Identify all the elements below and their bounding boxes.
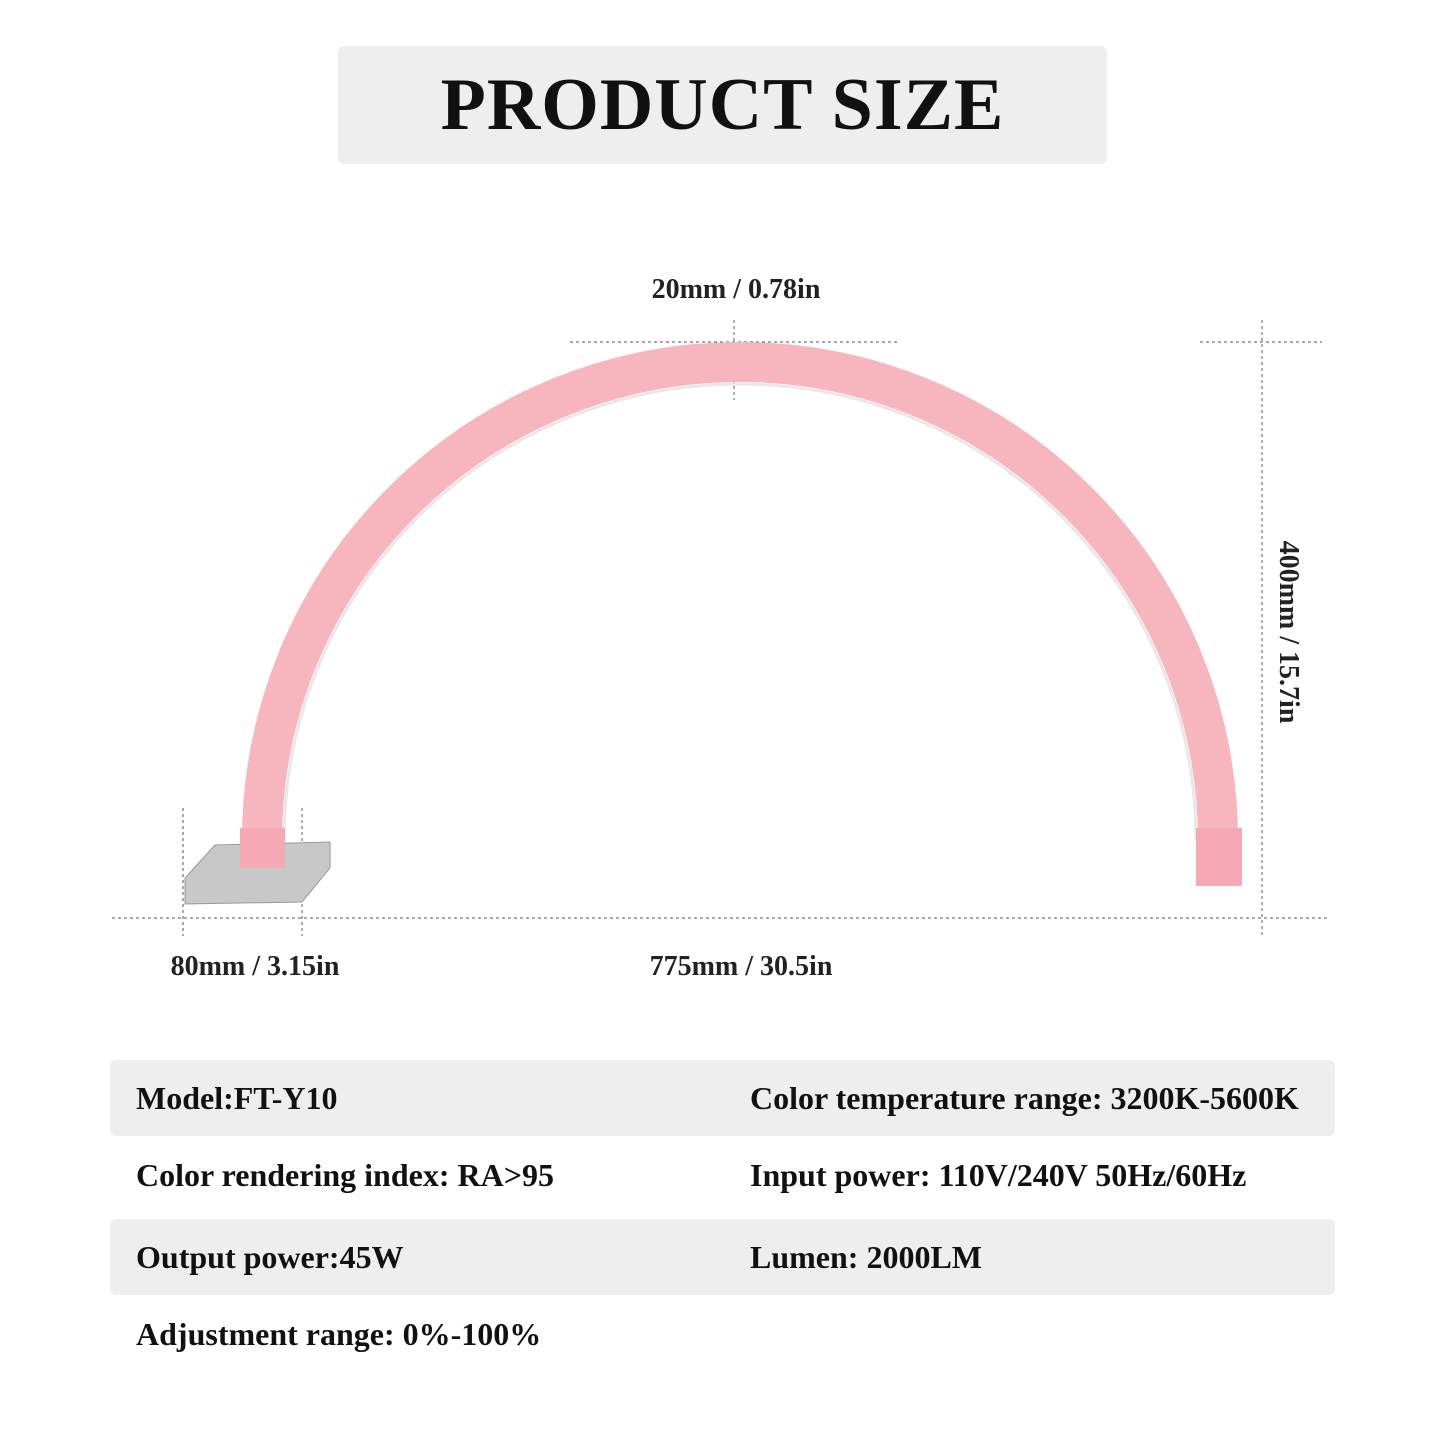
spec-row: Color rendering index: RA>95 Input power… <box>110 1137 1335 1213</box>
spec-row: Model:FT-Y10 Color temperature range: 32… <box>110 1060 1335 1136</box>
spec: Color rendering index: RA>95 <box>136 1157 554 1193</box>
light-strip <box>282 382 1198 841</box>
spec: Output power:45W <box>136 1239 404 1275</box>
width-label: 775mm / 30.5in <box>650 951 833 982</box>
end-cap <box>1196 828 1242 886</box>
diagram: 20mm / 0.78in 400mm / 15.7in 80mm / 3.15… <box>112 274 1330 982</box>
lamp-arch <box>242 342 1238 886</box>
spec: Input power: 110V/240V 50Hz/60Hz <box>750 1157 1247 1193</box>
spec-row: Adjustment range: 0%-100% <box>110 1296 1335 1372</box>
base-width-label: 80mm / 3.15in <box>171 951 340 982</box>
spec-row: Output power:45W Lumen: 2000LM <box>110 1219 1335 1295</box>
spec: Lumen: 2000LM <box>750 1239 982 1275</box>
thickness-label: 20mm / 0.78in <box>652 274 821 305</box>
base-connector <box>240 828 285 868</box>
spec: Color temperature range: 3200K-5600K <box>750 1080 1299 1116</box>
spec: Adjustment range: 0%-100% <box>136 1316 542 1352</box>
title-box: PRODUCT SIZE <box>338 46 1107 164</box>
title: PRODUCT SIZE <box>440 63 1005 146</box>
height-label: 400mm / 15.7in <box>1273 541 1304 724</box>
spec: Model:FT-Y10 <box>136 1080 338 1116</box>
lamp-base <box>184 841 331 905</box>
